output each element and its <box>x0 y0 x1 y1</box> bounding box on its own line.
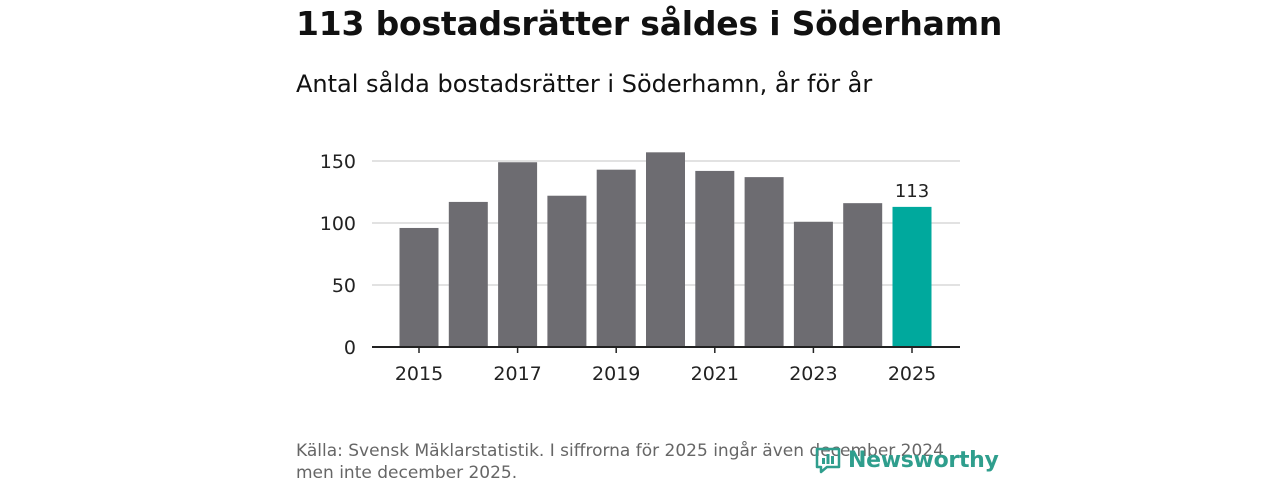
newsworthy-logo-icon <box>815 447 841 474</box>
bar-2016 <box>448 201 488 347</box>
newsworthy-logo-text: Newsworthy <box>848 447 999 473</box>
bar-2025 <box>892 206 932 347</box>
y-tick-label: 0 <box>344 337 356 359</box>
y-tick-label: 100 <box>320 213 356 235</box>
bar-2019 <box>596 169 636 347</box>
bar-chart: 0 50 100 150 113 2015 2017 2019 2021 2023 2025 <box>320 151 960 385</box>
x-tick-label: 2025 <box>888 363 936 385</box>
data-label: 113 <box>895 181 929 202</box>
source-line-2: men inte december 2025. <box>296 463 518 483</box>
bar-2024 <box>843 203 883 347</box>
bar-2017 <box>498 162 538 347</box>
y-tick-label: 50 <box>332 275 356 297</box>
x-tick-label: 2021 <box>691 363 739 385</box>
x-tick-label: 2019 <box>592 363 640 385</box>
bar-2022 <box>744 177 784 347</box>
bar-2015 <box>399 227 439 347</box>
bar-2023 <box>793 221 833 347</box>
bar-2018 <box>547 195 587 347</box>
bar-2021 <box>695 170 735 347</box>
y-tick-label: 150 <box>320 151 356 173</box>
chart-card: 113 bostadsrätter såldes i Söderhamn Ant… <box>296 0 1002 483</box>
source-note: Källa: Svensk Mäklarstatistik. I siffror… <box>296 440 976 484</box>
source-line-1: Källa: Svensk Mäklarstatistik. I siffror… <box>296 441 944 461</box>
bar-2020 <box>646 152 685 347</box>
x-tick-label: 2017 <box>493 363 541 385</box>
newsworthy-logo: Newsworthy <box>814 446 999 474</box>
x-tick-label: 2015 <box>395 363 443 385</box>
chart-subtitle: Antal sålda bostadsrätter i Söderhamn, å… <box>296 70 873 98</box>
x-tick-label: 2023 <box>789 363 837 385</box>
chart-title: 113 bostadsrätter såldes i Söderhamn <box>296 4 1003 43</box>
